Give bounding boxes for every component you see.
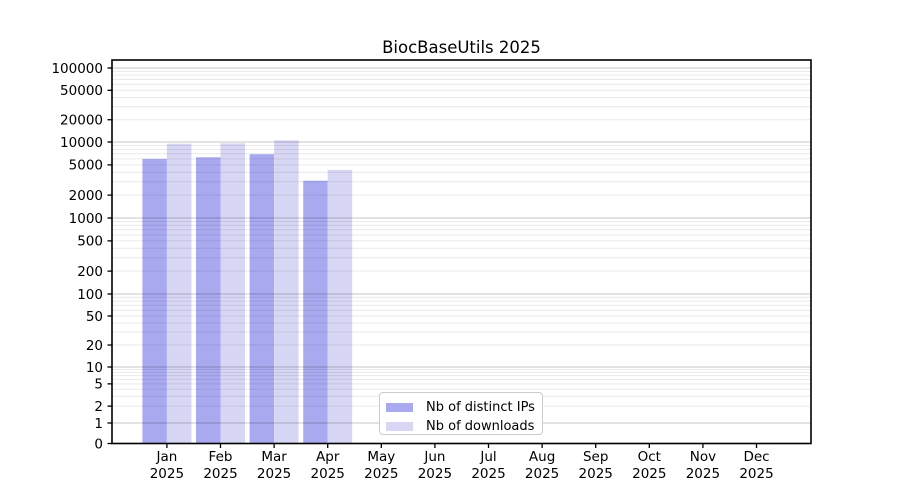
x-tick-label-month-jan: Jan bbox=[155, 449, 177, 465]
y-tick-label-50: 50 bbox=[86, 309, 103, 325]
legend-swatch-distinct-ips bbox=[386, 402, 413, 413]
x-tick-label-month-nov: Nov bbox=[690, 449, 716, 465]
bar-distinct-ips-feb bbox=[196, 157, 221, 444]
legend-swatch-downloads bbox=[386, 421, 413, 432]
y-tick-label-2: 2 bbox=[94, 399, 103, 415]
x-tick-label-year-oct: 2025 bbox=[632, 466, 666, 482]
bar-distinct-ips-apr bbox=[303, 180, 328, 444]
x-tick-label-year-mar: 2025 bbox=[257, 466, 291, 482]
y-tick-label-10000: 10000 bbox=[60, 135, 103, 151]
x-tick-label-year-feb: 2025 bbox=[203, 466, 237, 482]
y-tick-label-100000: 100000 bbox=[51, 61, 103, 77]
legend-item-distinct-ips: Nb of distinct IPs bbox=[386, 398, 542, 417]
x-tick-label-month-feb: Feb bbox=[209, 449, 233, 465]
x-tick-label-month-jun: Jun bbox=[423, 449, 445, 465]
legend-label-downloads: Nb of downloads bbox=[426, 419, 535, 434]
y-tick-label-20: 20 bbox=[86, 338, 103, 354]
bar-distinct-ips-mar bbox=[249, 154, 275, 444]
axis-labels-layer: 0 12 510 20 50 100 200 500 1000 2000 5000 10000 2000… bbox=[51, 61, 773, 482]
y-tick-label-5000: 5000 bbox=[69, 158, 103, 174]
x-tick-label-year-nov: 2025 bbox=[686, 466, 720, 482]
legend-label-distinct-ips: Nb of distinct IPs bbox=[426, 400, 535, 415]
x-tick-label-year-dec: 2025 bbox=[739, 466, 773, 482]
bar-downloads-mar bbox=[274, 140, 299, 444]
x-tick-label-year-may: 2025 bbox=[364, 466, 398, 482]
bar-downloads-apr bbox=[327, 169, 353, 444]
y-tick-label-0: 0 bbox=[94, 436, 103, 452]
plot-border bbox=[111, 59, 812, 445]
y-tick-label-50000: 50000 bbox=[60, 83, 103, 99]
y-tick-label-200: 200 bbox=[77, 264, 103, 280]
y-tick-label-10: 10 bbox=[86, 360, 103, 376]
x-tick-label-year-jun: 2025 bbox=[418, 466, 452, 482]
x-tick-label-year-apr: 2025 bbox=[311, 466, 345, 482]
y-tick-label-2000: 2000 bbox=[69, 188, 103, 204]
x-tick-label-month-jul: Jul bbox=[479, 449, 496, 465]
y-tick-label-100: 100 bbox=[77, 287, 103, 303]
y-tick-label-500: 500 bbox=[77, 234, 103, 250]
x-tick-label-year-jul: 2025 bbox=[471, 466, 505, 482]
bar-downloads-jan bbox=[166, 143, 192, 444]
x-tick-label-month-may: May bbox=[367, 449, 395, 465]
x-tick-label-year-sep: 2025 bbox=[579, 466, 613, 482]
bars-layer bbox=[142, 140, 353, 444]
x-tick-label-month-sep: Sep bbox=[583, 449, 608, 465]
y-tick-label-1: 1 bbox=[94, 416, 103, 432]
x-tick-label-month-mar: Mar bbox=[261, 449, 287, 465]
y-tick-label-1000: 1000 bbox=[69, 211, 103, 227]
bar-downloads-feb bbox=[220, 143, 245, 444]
y-tick-label-5: 5 bbox=[94, 377, 103, 393]
legend: Nb of distinct IPs Nb of downloads bbox=[379, 392, 543, 435]
bar-distinct-ips-jan bbox=[142, 158, 167, 444]
axes-frame-layer bbox=[111, 59, 812, 445]
chart-title: BiocBaseUtils 2025 bbox=[382, 38, 541, 57]
x-tick-label-month-dec: Dec bbox=[743, 449, 769, 465]
y-tick-label-20000: 20000 bbox=[60, 113, 103, 129]
x-tick-label-month-aug: Aug bbox=[529, 449, 555, 465]
axis-ticks-layer bbox=[107, 67, 758, 448]
x-tick-label-month-oct: Oct bbox=[638, 449, 661, 465]
x-tick-label-month-apr: Apr bbox=[316, 449, 340, 465]
x-tick-label-year-jan: 2025 bbox=[150, 466, 184, 482]
x-tick-label-year-aug: 2025 bbox=[525, 466, 559, 482]
legend-item-downloads: Nb of downloads bbox=[386, 417, 542, 436]
